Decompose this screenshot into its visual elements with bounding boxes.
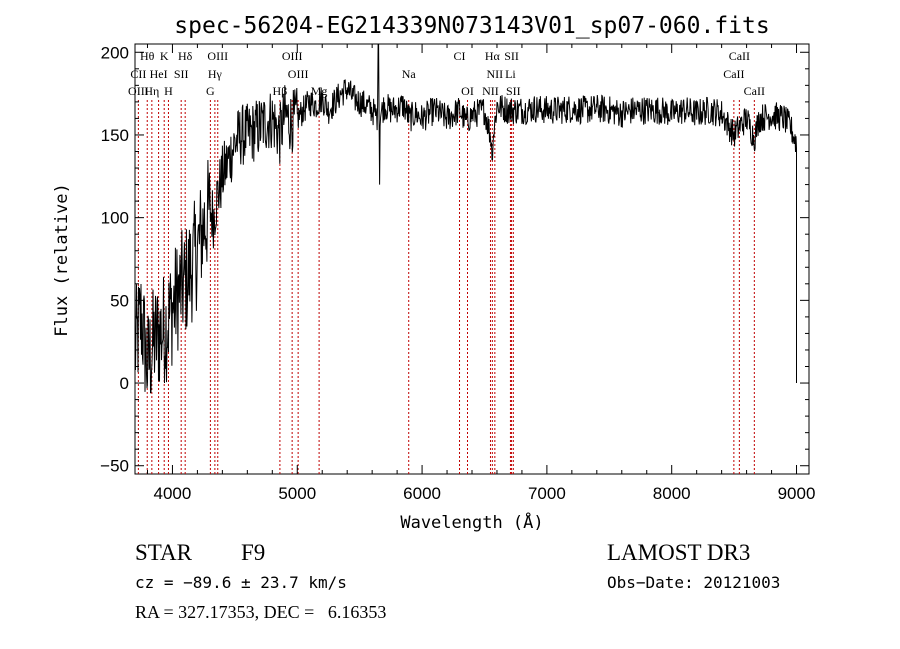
- spectral-line-label: Mg: [311, 84, 328, 98]
- spectral-line-label: K: [160, 49, 169, 63]
- object-subclass: F9: [241, 540, 266, 565]
- spectral-line-label: SII: [174, 67, 189, 81]
- spectral-line-label: OIII: [207, 49, 228, 63]
- axis-ticks: 4000 5000 6000 7000 8000 9000 −50 0 50 100 150 200: [100, 43, 815, 503]
- spectral-line-label: G: [206, 84, 215, 98]
- object-class: STAR: [135, 540, 192, 565]
- spectral-line-label: CaII: [744, 84, 765, 98]
- spectral-line-label: Hδ: [178, 49, 193, 63]
- redshift-readout: cz = −89.6 ± 23.7 km/s: [135, 573, 347, 592]
- spectral-line-label: OIII: [282, 49, 303, 63]
- x-tick-label: 8000: [653, 484, 691, 503]
- spectral-line-label: OIII: [128, 84, 149, 98]
- spectral-line-label: SII: [504, 49, 519, 63]
- observation-date: Obs−Date: 20121003: [607, 573, 781, 592]
- coordinates-readout: RA = 327.17353, DEC = 6.16353: [135, 602, 387, 622]
- survey-name: LAMOST DR3: [607, 540, 751, 565]
- spectral-line-label: SII: [506, 84, 521, 98]
- y-tick-label: 200: [101, 43, 129, 62]
- y-tick-label: 100: [101, 209, 129, 228]
- spectral-line-label: Hα: [485, 49, 501, 63]
- x-tick-label: 5000: [278, 484, 316, 503]
- spectral-line-label: CI: [454, 49, 466, 63]
- flux-series-line: [134, 43, 797, 394]
- y-tick-label: 50: [110, 291, 129, 310]
- y-tick-label: −50: [100, 457, 129, 476]
- spectral-line-label: Na: [402, 67, 417, 81]
- spectral-line-label: Hη: [144, 84, 159, 98]
- y-tick-label: 0: [120, 374, 129, 393]
- spectral-line-label: OI: [461, 84, 474, 98]
- spectral-line-label: H: [164, 84, 173, 98]
- x-axis-label: Wavelength (Å): [400, 511, 543, 533]
- spectral-line-label: CaII: [723, 67, 744, 81]
- x-tick-label: 9000: [778, 484, 816, 503]
- y-axis-label: Flux (relative): [52, 183, 72, 337]
- spectral-line-label: OIII: [288, 67, 309, 81]
- x-tick-label: 7000: [528, 484, 566, 503]
- x-tick-label: 4000: [154, 484, 192, 503]
- y-tick-label: 150: [101, 126, 129, 145]
- spectral-line-label: Hγ: [208, 67, 223, 81]
- spectral-line-label: Li: [505, 67, 516, 81]
- spectral-line-label: CaII: [729, 49, 750, 63]
- spectral-line-label: CII: [130, 67, 146, 81]
- spectral-line-label: NII: [482, 84, 499, 98]
- chart-title: spec-56204-EG214339N073143V01_sp07-060.f…: [174, 13, 769, 39]
- spectral-line-label: HeI: [150, 67, 168, 81]
- x-tick-label: 6000: [403, 484, 441, 503]
- spectral-line-label: NII: [487, 67, 504, 81]
- spectral-line-label: Hθ: [140, 49, 155, 63]
